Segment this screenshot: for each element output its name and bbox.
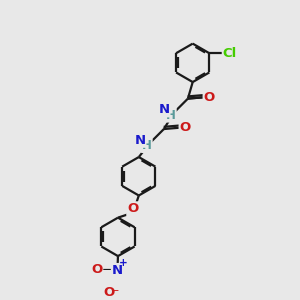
Text: Cl: Cl: [223, 47, 237, 60]
Text: H: H: [166, 109, 176, 122]
Text: H: H: [142, 139, 152, 152]
Text: O: O: [103, 286, 115, 299]
Text: O: O: [127, 202, 139, 215]
Text: N: N: [158, 103, 169, 116]
Text: O: O: [91, 263, 102, 277]
Text: ⁻: ⁻: [112, 287, 119, 300]
Text: O: O: [204, 91, 215, 104]
Text: N: N: [134, 134, 146, 147]
Text: +: +: [118, 258, 127, 268]
Text: O: O: [180, 121, 191, 134]
Text: N: N: [112, 264, 123, 277]
